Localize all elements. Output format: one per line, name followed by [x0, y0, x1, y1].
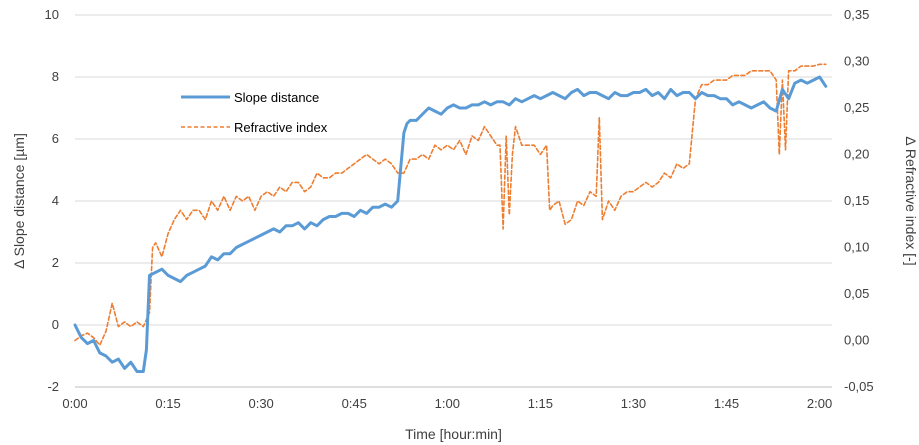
y-tick-label: 6 [52, 131, 59, 146]
legend: Slope distance Refractive index [181, 90, 328, 135]
x-tick-label: 1:45 [714, 396, 739, 411]
y2-tick-label: -0,05 [844, 379, 874, 394]
y2-tick-label: 0,15 [844, 193, 869, 208]
y-tick-label: 8 [52, 69, 59, 84]
y-tick-label: -2 [47, 379, 59, 394]
legend-label-refractive-index: Refractive index [234, 120, 328, 135]
y2-axis-ticks: -0,05 0,00 0,05 0,10 0,15 0,20 0,25 0,30 0,35 [844, 7, 874, 394]
gridlines [75, 14, 832, 326]
x-tick-label: 1:00 [435, 396, 460, 411]
y2-axis-label: Δ Refractive index [-] [903, 136, 919, 265]
y2-tick-label: 0,20 [844, 147, 869, 162]
series-group [73, 63, 828, 373]
x-tick-label: 1:15 [528, 396, 553, 411]
x-tick-label: 1:30 [621, 396, 646, 411]
y-tick-label: 10 [45, 7, 59, 22]
y2-tick-label: 0,30 [844, 54, 869, 69]
series-line-refractive-index [74, 63, 827, 346]
y-tick-label: 4 [52, 193, 59, 208]
x-axis-ticks: 0:00 0:15 0:30 0:45 1:00 1:15 1:30 1:45 2:00 [62, 396, 832, 411]
y-axis-label: Δ Slope distance [µm] [11, 133, 27, 269]
y2-tick-label: 0,10 [844, 240, 869, 255]
x-tick-label: 0:45 [342, 396, 367, 411]
x-tick-label: 2:00 [807, 396, 832, 411]
y2-tick-label: 0,05 [844, 286, 869, 301]
x-tick-label: 0:00 [62, 396, 87, 411]
y2-tick-label: 0,25 [844, 100, 869, 115]
x-axis-label: Time [hour:min] [405, 426, 502, 442]
series-line-slope-distance [73, 75, 828, 373]
y2-tick-label: 0,00 [844, 333, 869, 348]
y2-tick-label: 0,35 [844, 7, 869, 22]
y-axis-ticks: -2 0 2 4 6 8 10 [45, 7, 59, 394]
x-tick-label: 0:15 [155, 396, 180, 411]
x-tick-label: 0:30 [248, 396, 273, 411]
y-tick-label: 2 [52, 255, 59, 270]
legend-label-slope-distance: Slope distance [234, 90, 319, 105]
y-tick-label: 0 [52, 317, 59, 332]
